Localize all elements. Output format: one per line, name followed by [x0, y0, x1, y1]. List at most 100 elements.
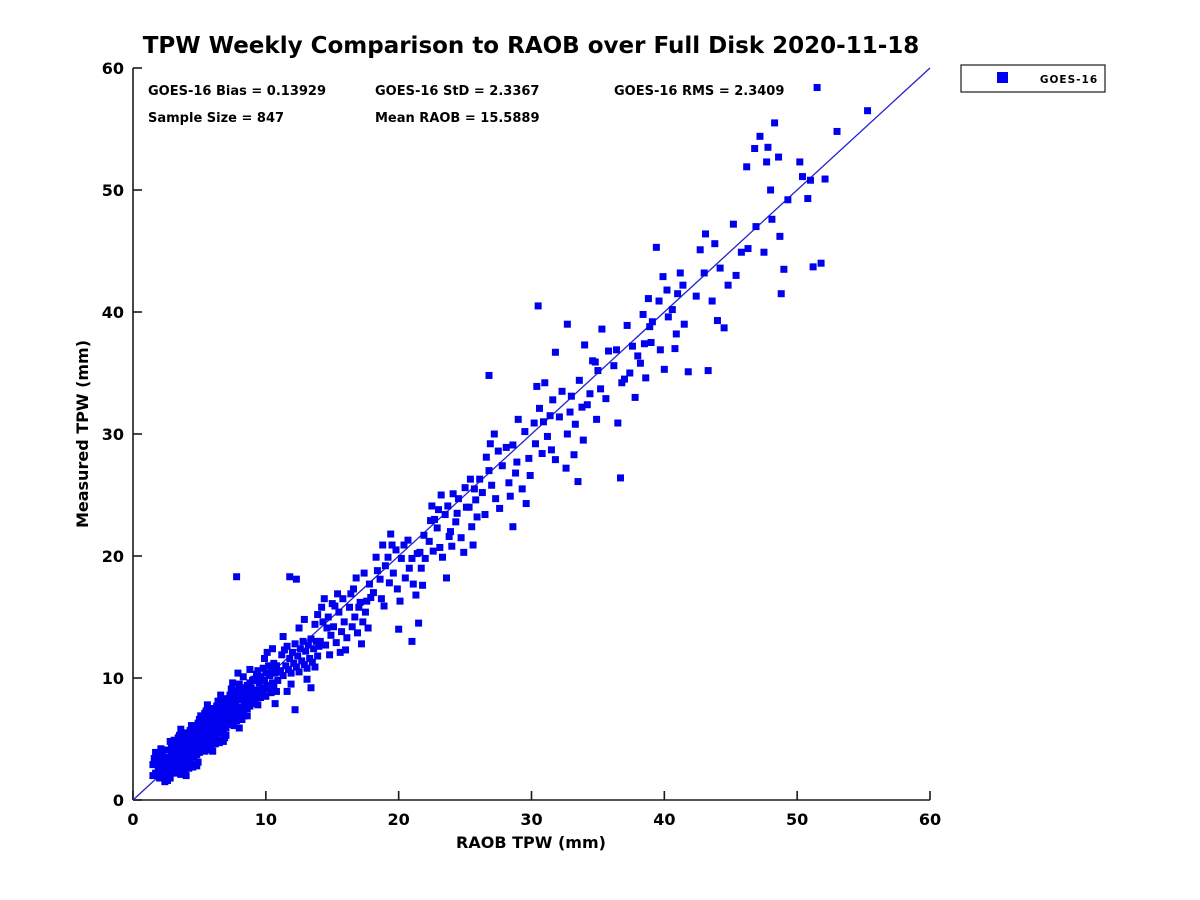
data-point: [202, 734, 210, 742]
x-tick-label: 40: [653, 810, 675, 829]
data-point: [605, 347, 613, 355]
data-point: [183, 735, 191, 743]
data-point: [522, 500, 530, 508]
data-point: [359, 618, 367, 626]
data-point: [231, 701, 239, 709]
data-point: [306, 654, 314, 662]
data-point: [602, 395, 610, 403]
data-point: [172, 744, 180, 752]
data-point: [183, 739, 191, 747]
data-point: [304, 641, 312, 649]
data-point: [388, 541, 396, 549]
data-point: [570, 451, 578, 459]
data-point: [320, 595, 328, 603]
data-point: [574, 478, 582, 486]
data-point: [322, 641, 330, 649]
data-point: [446, 528, 454, 536]
data-point: [704, 367, 712, 375]
data-point: [392, 546, 400, 554]
data-point: [257, 694, 265, 702]
data-point: [724, 281, 732, 289]
data-point: [186, 726, 194, 734]
data-point: [593, 415, 601, 423]
data-point: [225, 720, 233, 728]
data-point: [205, 717, 213, 725]
data-point: [417, 564, 425, 572]
data-point: [161, 753, 169, 761]
data-point: [775, 153, 783, 161]
data-point: [211, 723, 219, 731]
data-point: [481, 511, 489, 519]
data-point: [241, 686, 249, 694]
data-point: [175, 746, 183, 754]
data-point: [498, 462, 506, 470]
data-point: [314, 611, 322, 619]
data-point: [804, 195, 812, 203]
data-point: [178, 741, 186, 749]
data-point: [149, 761, 157, 769]
data-point: [457, 534, 465, 542]
data-point: [700, 269, 708, 277]
data-point: [278, 651, 286, 659]
data-point: [270, 683, 278, 691]
data-point: [261, 676, 269, 684]
data-point: [177, 725, 185, 733]
data-point: [178, 750, 186, 758]
data-point: [187, 722, 195, 730]
data-point: [465, 503, 473, 511]
data-point: [259, 687, 267, 695]
data-point: [298, 657, 306, 665]
data-point: [575, 376, 583, 384]
data-point: [201, 739, 209, 747]
legend-label: GOES-16: [1040, 74, 1098, 86]
y-tick-label: 20: [102, 547, 124, 566]
data-point: [307, 684, 315, 692]
data-point: [294, 652, 302, 660]
data-point: [431, 515, 439, 523]
y-tick-label: 10: [102, 669, 124, 688]
data-point: [626, 369, 634, 377]
data-point: [154, 752, 162, 760]
data-point: [439, 553, 447, 561]
data-point: [644, 295, 652, 303]
data-point: [776, 232, 784, 240]
data-point: [197, 741, 205, 749]
data-point: [425, 537, 433, 545]
data-point: [211, 728, 219, 736]
x-tick-label: 60: [919, 810, 941, 829]
data-point: [230, 689, 238, 697]
data-point: [214, 697, 222, 705]
stat-rms: GOES-16 RMS = 2.3409: [614, 84, 784, 99]
data-point: [594, 367, 602, 375]
data-point: [806, 176, 814, 184]
data-point: [225, 707, 233, 715]
data-point: [233, 717, 241, 725]
data-point: [229, 697, 237, 705]
data-point: [307, 635, 315, 643]
data-point: [291, 640, 299, 648]
data-point: [203, 701, 211, 709]
data-point: [646, 323, 654, 331]
data-point: [291, 706, 299, 714]
data-point: [581, 341, 589, 349]
data-point: [469, 541, 477, 549]
data-point: [227, 703, 235, 711]
data-point: [308, 658, 316, 666]
x-tick-label: 20: [388, 810, 410, 829]
data-point: [328, 600, 336, 608]
data-point: [476, 475, 484, 483]
data-point: [539, 418, 547, 426]
data-point: [764, 143, 772, 151]
data-point: [238, 703, 246, 711]
data-point: [272, 662, 280, 670]
data-point: [435, 506, 443, 514]
data-point: [254, 701, 262, 709]
data-point: [488, 481, 496, 489]
data-point: [420, 531, 428, 539]
data-point: [485, 371, 493, 379]
data-point: [777, 290, 785, 298]
data-point: [518, 485, 526, 493]
data-point: [250, 692, 258, 700]
chart-title: TPW Weekly Comparison to RAOB over Full …: [143, 33, 920, 59]
data-point: [175, 758, 183, 766]
